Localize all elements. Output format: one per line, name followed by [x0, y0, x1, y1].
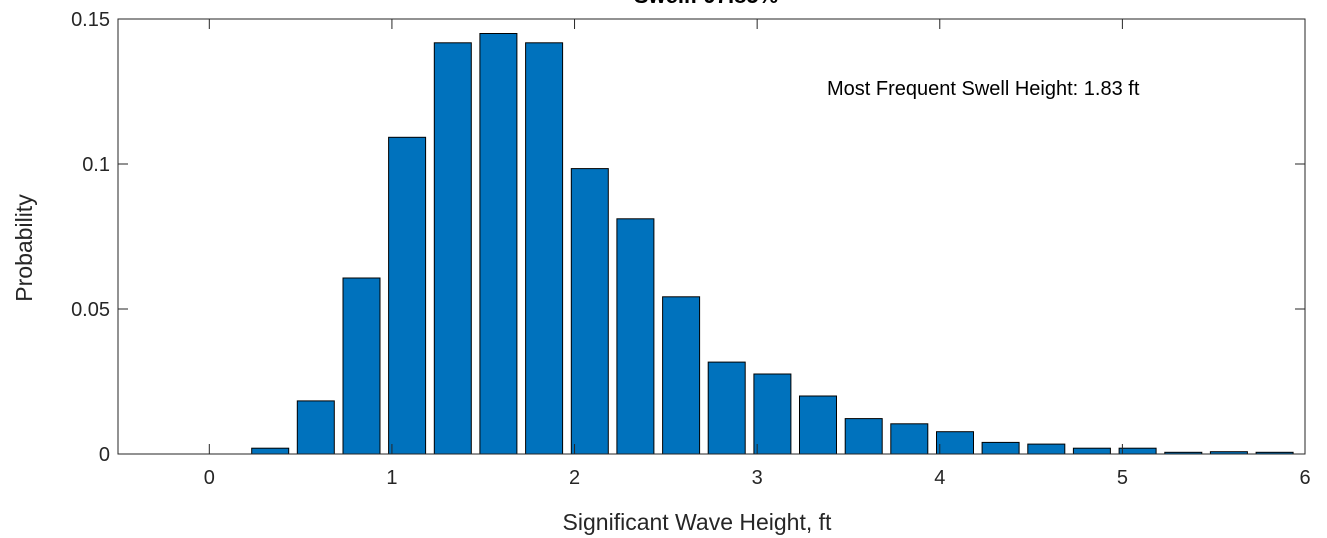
x-tick-label: 0: [204, 467, 215, 489]
plot-frame: [117, 18, 1306, 455]
chart-title: Swell: 97.85%: [634, 0, 778, 8]
x-tick-label: 6: [1299, 467, 1310, 489]
bar: [1027, 443, 1066, 455]
bar: [707, 361, 746, 455]
bar: [251, 447, 290, 455]
x-tick-label: 3: [752, 467, 763, 489]
bar: [479, 33, 518, 455]
bar: [1118, 447, 1157, 455]
bar: [433, 42, 472, 455]
bar: [981, 441, 1020, 455]
bar: [753, 373, 792, 455]
y-tick-label: 0: [99, 444, 110, 466]
x-tick-label: 1: [386, 467, 397, 489]
y-axis-label: Probability: [11, 194, 37, 302]
x-tick-label: 4: [934, 467, 945, 489]
bar: [662, 296, 701, 455]
bar: [1072, 447, 1111, 455]
y-tick-label: 0.15: [71, 9, 110, 31]
bar: [388, 136, 427, 455]
bar: [936, 431, 974, 455]
ticks: 0 1 2 3 4 5 6 0 0.05 0.1 0.15: [71, 9, 1311, 489]
x-tick-label: 2: [569, 467, 580, 489]
bar: [342, 277, 381, 455]
bars: [251, 33, 1294, 455]
x-axis-label: Significant Wave Height, ft: [563, 509, 832, 535]
bar: [525, 42, 564, 455]
bar: [570, 168, 609, 455]
y-tick-label: 0.1: [82, 154, 110, 176]
bar: [890, 423, 929, 455]
y-tick-label: 0.05: [71, 299, 110, 321]
annotation-most-frequent: Most Frequent Swell Height: 1.83 ft: [827, 78, 1140, 100]
x-tick-label: 5: [1117, 467, 1128, 489]
bar: [799, 395, 837, 455]
bar: [296, 400, 335, 455]
bar: [844, 418, 883, 455]
bar: [616, 218, 655, 455]
